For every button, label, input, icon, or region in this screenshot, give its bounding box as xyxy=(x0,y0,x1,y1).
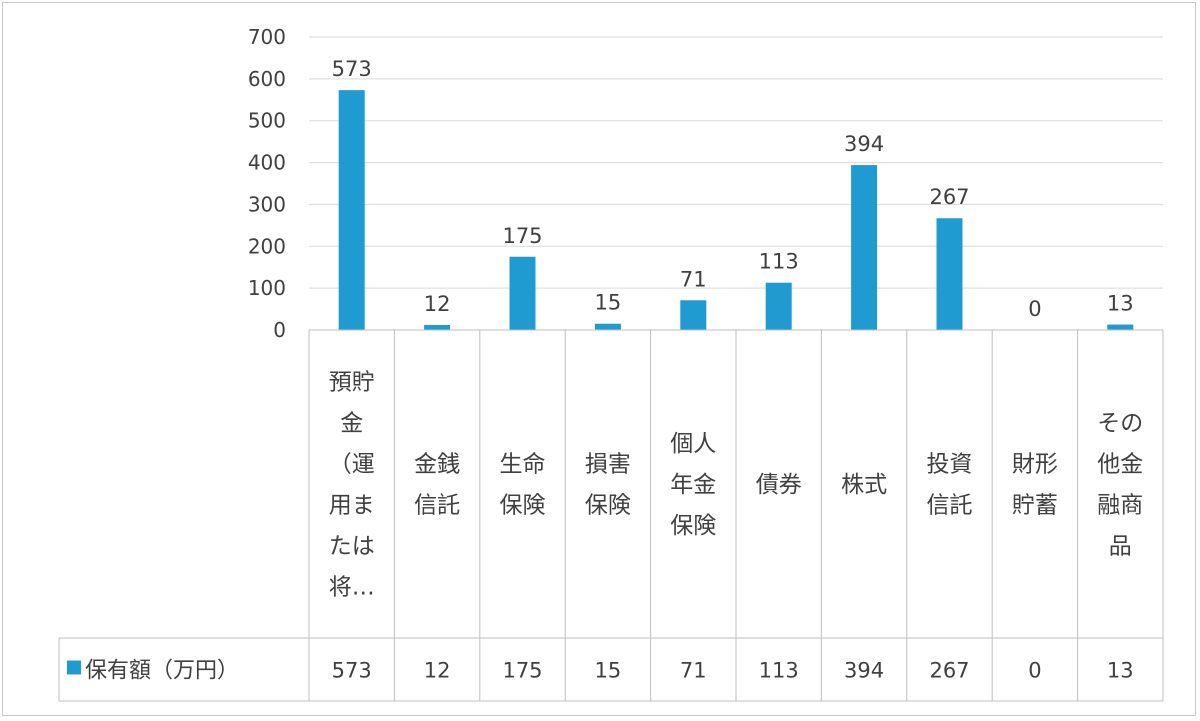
data-label: 267 xyxy=(929,185,969,209)
gridlines xyxy=(309,36,1163,289)
table-value: 175 xyxy=(502,659,542,683)
y-tick-label: 700 xyxy=(248,25,286,49)
category-label: 信託 xyxy=(414,493,460,519)
table-value: 15 xyxy=(595,659,622,683)
y-tick-label: 600 xyxy=(248,67,286,91)
category-label: 貯蓄 xyxy=(1012,493,1058,519)
bar xyxy=(338,90,365,330)
category-label: 品 xyxy=(1109,534,1132,560)
bar xyxy=(765,282,792,330)
bars xyxy=(338,90,1134,330)
category-label: 債券 xyxy=(756,472,802,498)
bar xyxy=(680,300,707,330)
data-labels: 573 12 175 15 71 113 394 267 0 13 xyxy=(332,57,1134,321)
category-label: 他金 xyxy=(1097,452,1143,478)
legend-key xyxy=(67,660,81,675)
category-label: 将… xyxy=(329,575,375,601)
table-value: 0 xyxy=(1028,659,1041,683)
bar xyxy=(509,256,536,330)
category-label: 年金 xyxy=(670,472,716,498)
data-label: 394 xyxy=(844,132,884,156)
y-tick-label: 200 xyxy=(248,234,286,258)
data-label: 113 xyxy=(759,250,799,274)
table-value: 267 xyxy=(929,659,969,683)
category-label: たは xyxy=(329,534,375,560)
y-axis-ticks: 0 100 200 300 400 500 600 700 xyxy=(248,25,286,342)
table-value: 13 xyxy=(1107,659,1134,683)
y-tick-label: 0 xyxy=(273,318,286,342)
category-label: 金銭 xyxy=(414,452,460,478)
data-label: 12 xyxy=(424,292,451,316)
category-label: 生命 xyxy=(500,452,546,478)
table-value: 71 xyxy=(680,659,707,683)
category-label: 保険 xyxy=(585,493,631,519)
y-tick-label: 400 xyxy=(248,151,286,175)
category-label: 損害 xyxy=(585,452,631,478)
category-label: 財形 xyxy=(1012,452,1058,478)
category-label: 投資 xyxy=(927,452,973,478)
bar xyxy=(851,165,878,330)
data-label: 0 xyxy=(1028,297,1041,321)
bar xyxy=(936,218,963,330)
series-name: 保有額（万円） xyxy=(85,659,239,684)
category-label: 保険 xyxy=(670,513,716,539)
data-label: 175 xyxy=(502,224,542,248)
data-label: 13 xyxy=(1107,292,1134,316)
table-value: 12 xyxy=(424,659,451,683)
category-label: 株式 xyxy=(841,472,887,498)
table-value: 573 xyxy=(332,659,372,683)
data-label: 573 xyxy=(332,57,372,81)
bar xyxy=(424,324,451,330)
category-label: 融商 xyxy=(1097,493,1143,519)
category-label: その xyxy=(1097,411,1143,437)
category-label: 用ま xyxy=(329,493,375,519)
y-tick-label: 100 xyxy=(248,276,286,300)
y-tick-label: 500 xyxy=(248,109,286,133)
table-value: 113 xyxy=(759,659,799,683)
category-label: 信託 xyxy=(927,493,973,519)
data-label: 15 xyxy=(595,291,622,315)
y-tick-label: 300 xyxy=(248,192,286,216)
category-label: （運 xyxy=(329,452,375,478)
category-label: 個人 xyxy=(670,431,716,457)
category-label: 預貯 xyxy=(329,370,375,396)
category-label: 金 xyxy=(340,411,363,437)
table-value: 394 xyxy=(844,659,884,683)
bar xyxy=(1107,324,1134,330)
bar-chart: 0 100 200 300 400 500 600 700 573 12 175 15 71 113 39… xyxy=(58,25,1164,702)
bar xyxy=(594,323,621,330)
category-label: 保険 xyxy=(500,493,546,519)
data-label: 71 xyxy=(680,267,707,291)
